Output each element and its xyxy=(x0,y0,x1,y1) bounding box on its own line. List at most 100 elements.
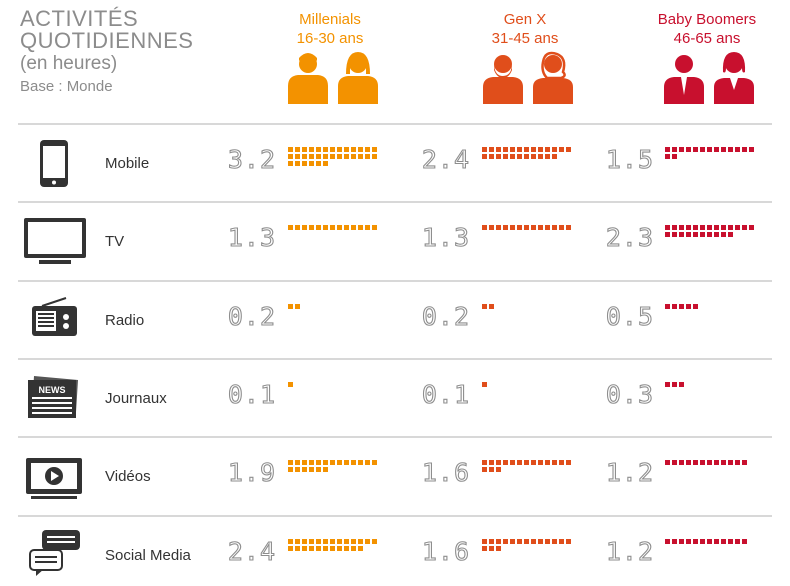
unit-square xyxy=(728,147,733,152)
tv-icon xyxy=(24,218,86,264)
unit-square xyxy=(358,546,363,551)
genx-people-icon xyxy=(483,51,573,104)
unit-square xyxy=(538,225,543,230)
unit-square xyxy=(489,539,494,544)
unit-square xyxy=(316,460,321,465)
value-label: 0.1 xyxy=(422,380,470,409)
unit-square xyxy=(693,225,698,230)
unit-square xyxy=(316,225,321,230)
unit-square xyxy=(302,539,307,544)
unit-square xyxy=(714,225,719,230)
generation-name: Millenials xyxy=(299,11,361,28)
unit-square xyxy=(323,161,328,166)
unit-square xyxy=(510,460,515,465)
unit-square xyxy=(545,539,550,544)
unit-square xyxy=(517,154,522,159)
radio-icon xyxy=(32,297,77,336)
chart-unit: (en heures) xyxy=(20,53,118,74)
unit-square xyxy=(749,147,754,152)
unit-square xyxy=(679,460,684,465)
unit-square xyxy=(372,154,377,159)
value-label: 2.4 xyxy=(422,145,470,174)
unit-square xyxy=(351,154,356,159)
unit-square xyxy=(686,147,691,152)
unit-square xyxy=(672,382,677,387)
unit-square xyxy=(510,154,515,159)
unit-square xyxy=(707,225,712,230)
unit-square xyxy=(344,539,349,544)
unit-square xyxy=(679,232,684,237)
unit-square xyxy=(742,147,747,152)
unit-square xyxy=(372,225,377,230)
unit-square xyxy=(351,546,356,551)
unit-square xyxy=(496,225,501,230)
unit-square xyxy=(700,225,705,230)
unit-square xyxy=(721,460,726,465)
generation-range: 16-30 ans xyxy=(296,30,364,47)
unit-square xyxy=(742,460,747,465)
generation-name: Baby Boomers xyxy=(657,11,757,28)
chart-title-block: ACTIVITÉS QUOTIDIENNES (en heures) Base … xyxy=(20,6,193,96)
value-label: 2.4 xyxy=(228,537,276,566)
unit-square xyxy=(665,147,670,152)
chart-title-line1: ACTIVITÉS xyxy=(20,6,139,31)
unit-square xyxy=(707,460,712,465)
generation-range: 31-45 ans xyxy=(491,30,559,47)
unit-square xyxy=(309,460,314,465)
unit-square xyxy=(288,467,293,472)
millenials-people-icon xyxy=(288,52,378,104)
unit-square xyxy=(686,539,691,544)
unit-square xyxy=(330,460,335,465)
unit-square xyxy=(566,225,571,230)
unit-square xyxy=(351,147,356,152)
unit-square xyxy=(288,147,293,152)
unit-square xyxy=(316,161,321,166)
unit-square xyxy=(302,154,307,159)
unit-square xyxy=(351,225,356,230)
unit-square xyxy=(679,539,684,544)
unit-square xyxy=(566,539,571,544)
unit-square xyxy=(559,460,564,465)
column-header-genx: Gen X 31-45 ans xyxy=(450,10,600,48)
unit-square xyxy=(510,539,515,544)
unit-square xyxy=(686,460,691,465)
unit-square xyxy=(714,147,719,152)
generation-range: 46-65 ans xyxy=(673,30,741,47)
unit-square xyxy=(337,147,342,152)
column-header-baby-boomers: Baby Boomers 46-65 ans xyxy=(632,10,782,48)
row-label-vid-os: Vidéos xyxy=(105,468,151,485)
unit-square xyxy=(496,147,501,152)
generation-name: Gen X xyxy=(503,11,547,28)
unit-square xyxy=(482,147,487,152)
unit-square xyxy=(344,154,349,159)
unit-square xyxy=(721,147,726,152)
unit-square xyxy=(302,467,307,472)
unit-square xyxy=(686,225,691,230)
unit-square xyxy=(365,147,370,152)
unit-square xyxy=(524,147,529,152)
unit-square xyxy=(323,225,328,230)
unit-square xyxy=(337,460,342,465)
unit-square xyxy=(517,539,522,544)
unit-square xyxy=(288,382,293,387)
unit-square xyxy=(337,225,342,230)
unit-square xyxy=(316,539,321,544)
unit-square xyxy=(302,546,307,551)
unit-square xyxy=(559,147,564,152)
unit-square xyxy=(665,382,670,387)
unit-square xyxy=(524,154,529,159)
unit-square xyxy=(700,232,705,237)
unit-square xyxy=(735,539,740,544)
unit-square xyxy=(510,225,515,230)
unit-square xyxy=(295,546,300,551)
unit-square xyxy=(531,147,536,152)
unit-square xyxy=(672,225,677,230)
unit-square xyxy=(707,147,712,152)
unit-square xyxy=(330,539,335,544)
unit-square xyxy=(566,460,571,465)
unit-square xyxy=(665,232,670,237)
unit-square xyxy=(309,161,314,166)
unit-square xyxy=(735,147,740,152)
unit-square xyxy=(559,225,564,230)
unit-square xyxy=(358,154,363,159)
